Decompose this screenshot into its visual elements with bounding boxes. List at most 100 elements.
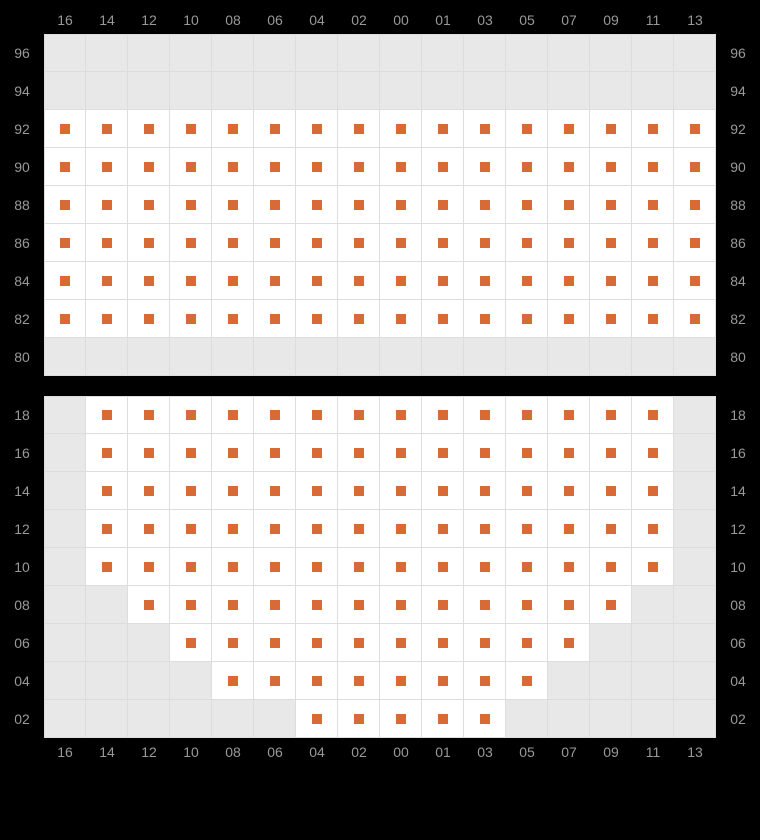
seat[interactable] (170, 300, 212, 338)
seat[interactable] (464, 148, 506, 186)
seat[interactable] (632, 300, 674, 338)
seat[interactable] (212, 224, 254, 262)
seat[interactable] (590, 224, 632, 262)
seat[interactable] (338, 300, 380, 338)
seat[interactable] (548, 186, 590, 224)
seat[interactable] (338, 472, 380, 510)
seat[interactable] (548, 262, 590, 300)
seat[interactable] (254, 110, 296, 148)
seat[interactable] (506, 434, 548, 472)
seat[interactable] (464, 434, 506, 472)
seat[interactable] (44, 262, 86, 300)
seat[interactable] (548, 624, 590, 662)
seat[interactable] (380, 472, 422, 510)
seat[interactable] (506, 586, 548, 624)
seat[interactable] (548, 434, 590, 472)
seat[interactable] (506, 662, 548, 700)
seat[interactable] (674, 224, 716, 262)
seat[interactable] (548, 548, 590, 586)
seat[interactable] (212, 262, 254, 300)
seat[interactable] (44, 110, 86, 148)
seat[interactable] (464, 186, 506, 224)
seat[interactable] (128, 148, 170, 186)
seat[interactable] (422, 396, 464, 434)
seat[interactable] (254, 586, 296, 624)
seat[interactable] (44, 186, 86, 224)
seat[interactable] (212, 396, 254, 434)
seat[interactable] (86, 472, 128, 510)
seat[interactable] (380, 186, 422, 224)
seat[interactable] (170, 148, 212, 186)
seat[interactable] (170, 110, 212, 148)
seat[interactable] (212, 510, 254, 548)
seat[interactable] (590, 300, 632, 338)
seat[interactable] (128, 224, 170, 262)
seat[interactable] (548, 300, 590, 338)
seat[interactable] (548, 396, 590, 434)
seat[interactable] (380, 110, 422, 148)
seat[interactable] (422, 624, 464, 662)
seat[interactable] (296, 434, 338, 472)
seat[interactable] (548, 472, 590, 510)
seat[interactable] (212, 300, 254, 338)
seat[interactable] (44, 224, 86, 262)
seat[interactable] (128, 510, 170, 548)
seat[interactable] (548, 148, 590, 186)
seat[interactable] (422, 472, 464, 510)
seat[interactable] (296, 148, 338, 186)
seat[interactable] (86, 548, 128, 586)
seat[interactable] (170, 624, 212, 662)
seat[interactable] (338, 510, 380, 548)
seat[interactable] (338, 396, 380, 434)
seat[interactable] (464, 586, 506, 624)
seat[interactable] (86, 224, 128, 262)
seat[interactable] (212, 148, 254, 186)
seat[interactable] (422, 548, 464, 586)
seat[interactable] (632, 148, 674, 186)
seat[interactable] (128, 396, 170, 434)
seat[interactable] (632, 510, 674, 548)
seat[interactable] (212, 186, 254, 224)
seat[interactable] (422, 586, 464, 624)
seat[interactable] (548, 224, 590, 262)
seat[interactable] (296, 624, 338, 662)
seat[interactable] (86, 300, 128, 338)
seat[interactable] (212, 110, 254, 148)
seat[interactable] (296, 224, 338, 262)
seat[interactable] (170, 510, 212, 548)
seat[interactable] (44, 300, 86, 338)
seat[interactable] (254, 472, 296, 510)
seat[interactable] (254, 148, 296, 186)
seat[interactable] (170, 224, 212, 262)
seat[interactable] (380, 624, 422, 662)
seat[interactable] (464, 110, 506, 148)
seat[interactable] (254, 396, 296, 434)
seat[interactable] (590, 586, 632, 624)
seat[interactable] (338, 186, 380, 224)
seat[interactable] (506, 300, 548, 338)
seat[interactable] (422, 148, 464, 186)
seat[interactable] (464, 472, 506, 510)
seat[interactable] (170, 262, 212, 300)
seat[interactable] (128, 300, 170, 338)
seat[interactable] (128, 434, 170, 472)
seat[interactable] (464, 700, 506, 738)
seat[interactable] (464, 548, 506, 586)
seat[interactable] (464, 300, 506, 338)
seat[interactable] (506, 396, 548, 434)
seat[interactable] (338, 548, 380, 586)
seat[interactable] (506, 262, 548, 300)
seat[interactable] (632, 472, 674, 510)
seat[interactable] (632, 110, 674, 148)
seat[interactable] (590, 186, 632, 224)
seat[interactable] (380, 510, 422, 548)
seat[interactable] (422, 662, 464, 700)
seat[interactable] (128, 186, 170, 224)
seat[interactable] (506, 224, 548, 262)
seat[interactable] (464, 662, 506, 700)
seat[interactable] (674, 110, 716, 148)
seat[interactable] (632, 396, 674, 434)
seat[interactable] (86, 396, 128, 434)
seat[interactable] (464, 396, 506, 434)
seat[interactable] (422, 186, 464, 224)
